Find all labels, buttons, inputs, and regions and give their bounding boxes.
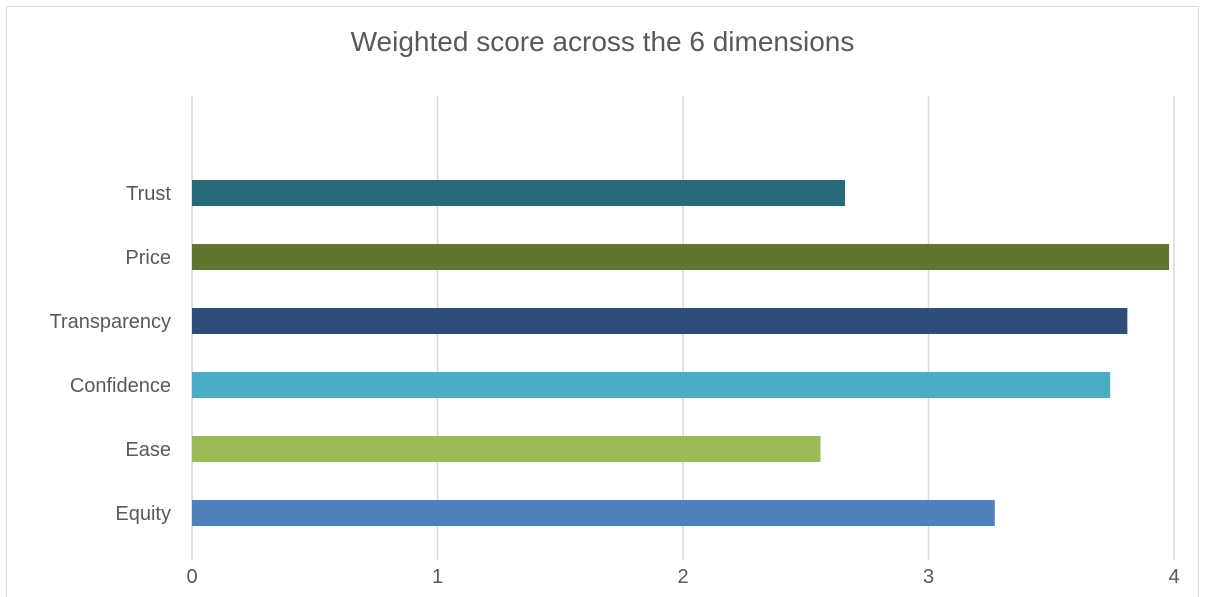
x-tick-label-4: 4 — [1168, 566, 1179, 588]
chart-frame — [6, 6, 1199, 597]
category-label-transparency: Transparency — [49, 311, 171, 333]
category-label-price: Price — [125, 247, 171, 269]
chart-title: Weighted score across the 6 dimensions — [350, 26, 855, 57]
x-tick-label-1: 1 — [432, 566, 443, 588]
category-label-trust: Trust — [126, 183, 171, 205]
y-axis-category-labels: Trust Price Transparency Confidence Ease Equi… — [49, 183, 171, 525]
bar-transparency — [192, 308, 1128, 334]
bar-price — [192, 244, 1170, 270]
bar-ease — [192, 436, 821, 462]
bar-equity — [192, 500, 995, 526]
x-axis-tick-labels: 0 1 2 3 4 — [186, 566, 1179, 588]
category-label-ease: Ease — [125, 439, 171, 461]
bars — [192, 180, 1170, 526]
x-tick-label-0: 0 — [186, 566, 197, 588]
category-label-confidence: Confidence — [70, 375, 171, 397]
bar-confidence — [192, 372, 1111, 398]
x-tick-label-2: 2 — [677, 566, 688, 588]
bar-trust — [192, 180, 846, 206]
x-tick-label-3: 3 — [923, 566, 934, 588]
category-label-equity: Equity — [115, 503, 171, 525]
